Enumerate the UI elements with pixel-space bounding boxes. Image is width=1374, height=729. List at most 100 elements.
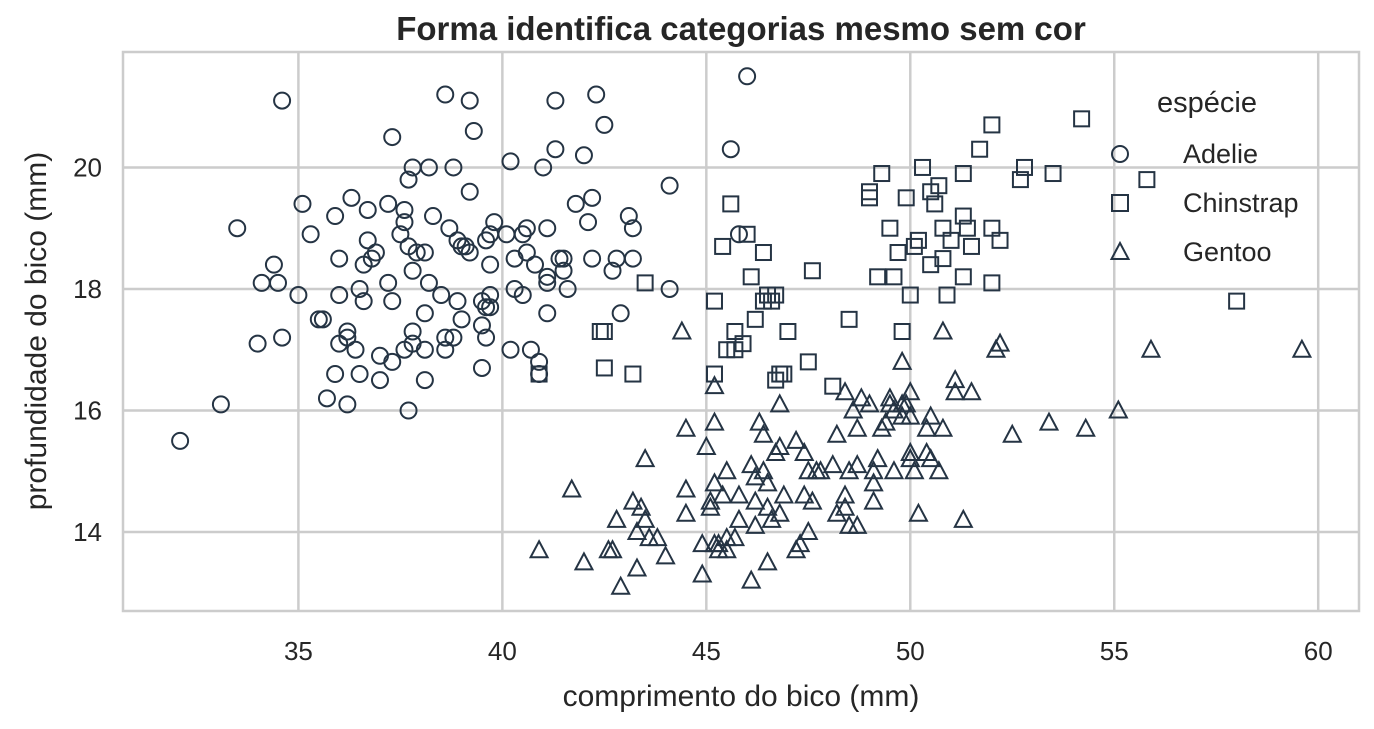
point-gentoo-triangle [1038, 411, 1060, 431]
point-adelie-circle [623, 219, 642, 238]
y-tick-label: 18 [73, 274, 102, 304]
point-adelie-circle [611, 304, 630, 323]
point-adelie-circle [338, 322, 357, 341]
point-adelie-circle [534, 158, 553, 177]
point-chinstrap-square [1073, 110, 1091, 128]
point-adelie-circle [370, 371, 389, 390]
point-adelie-circle [419, 158, 438, 177]
legend-triangle-marker [1109, 240, 1131, 260]
point-gentoo-triangle [953, 508, 974, 528]
point-gentoo-triangle [851, 387, 872, 407]
point-adelie-circle [391, 225, 410, 244]
point-gentoo-triangle [753, 460, 774, 480]
point-adelie-circle [436, 328, 455, 347]
point-gentoo-triangle [883, 460, 905, 480]
point-adelie-circle [317, 389, 336, 408]
point-adelie-circle [366, 243, 385, 262]
point-gentoo-triangle [675, 478, 697, 498]
point-gentoo-triangle [908, 502, 929, 522]
point-gentoo-triangle [904, 460, 925, 480]
point-adelie-circle [501, 340, 520, 359]
point-adelie-circle [583, 249, 602, 268]
point-adelie-circle [383, 352, 402, 371]
point-gentoo-triangle [863, 472, 884, 492]
point-adelie-circle [326, 365, 345, 384]
point-adelie-circle [460, 91, 479, 110]
point-adelie-circle [521, 340, 540, 359]
point-adelie-circle [517, 219, 536, 238]
point-chinstrap-square [595, 323, 613, 340]
point-chinstrap-square [901, 286, 919, 304]
point-gentoo-triangle [753, 423, 774, 443]
x-tick-label: 60 [1304, 636, 1333, 666]
point-chinstrap-square [754, 244, 772, 262]
point-gentoo-triangle [647, 526, 668, 547]
point-gentoo-triangle [716, 460, 737, 480]
point-adelie-circle [358, 231, 377, 250]
y-axis-ticks: 14 16 18 20 [73, 152, 102, 547]
point-gentoo-triangle [834, 381, 856, 401]
point-gentoo-triangle [834, 484, 856, 504]
point-gentoo-triangle [900, 405, 921, 425]
point-adelie-circle [326, 207, 345, 226]
point-adelie-circle [558, 279, 577, 298]
point-chinstrap-square [705, 292, 723, 310]
point-adelie-circle [342, 188, 361, 207]
point-adelie-circle [546, 140, 565, 159]
point-adelie-circle [444, 158, 463, 177]
point-adelie-circle [660, 176, 679, 195]
point-adelie-circle [574, 146, 593, 165]
point-gentoo-triangle [847, 514, 868, 534]
point-gentoo-triangle [794, 441, 815, 462]
point-gentoo-triangle [834, 496, 856, 516]
point-chinstrap-square [897, 189, 915, 207]
point-chinstrap-square [922, 256, 940, 274]
point-adelie-circle [424, 207, 443, 226]
point-gentoo-triangle [1291, 338, 1313, 358]
point-gentoo-triangle [896, 393, 917, 413]
point-gentoo-triangle [802, 490, 823, 510]
point-adelie-circle [464, 121, 483, 140]
point-adelie-circle [501, 152, 520, 171]
point-adelie-circle [338, 328, 357, 347]
point-adelie-circle [403, 322, 422, 341]
point-chinstrap-square [840, 310, 858, 328]
point-chinstrap-square [938, 286, 956, 304]
point-chinstrap-square [722, 195, 740, 213]
y-tick-label: 20 [73, 152, 102, 182]
point-adelie-circle [358, 200, 377, 219]
point-chinstrap-square [775, 365, 793, 383]
point-gentoo-triangle [900, 441, 921, 462]
point-gentoo-triangle [675, 417, 697, 437]
point-chinstrap-square [930, 177, 948, 195]
point-gentoo-triangle [630, 496, 652, 516]
point-gentoo-triangle [826, 502, 848, 522]
point-gentoo-triangle [769, 502, 790, 522]
point-adelie-circle [350, 365, 369, 384]
legend-label-adelie: Adelie [1183, 139, 1258, 169]
point-chinstrap-square [962, 237, 980, 255]
point-adelie-circle [269, 273, 288, 292]
point-gentoo-triangle [704, 472, 725, 492]
point-adelie-circle [436, 85, 455, 104]
point-gentoo-triangle [785, 429, 807, 449]
legend-entry-adelie: Adelie [1111, 139, 1258, 169]
y-tick-label: 16 [73, 395, 102, 425]
point-gentoo-triangle [757, 551, 778, 571]
point-adelie-circle [171, 431, 190, 450]
point-chinstrap-square [909, 231, 927, 249]
point-adelie-circle [264, 255, 283, 274]
point-gentoo-triangle [1075, 417, 1096, 437]
point-chinstrap-square [767, 286, 785, 304]
point-chinstrap-square [860, 183, 878, 201]
point-adelie-circle [554, 261, 573, 280]
point-gentoo-triangle [700, 496, 721, 516]
point-chinstrap-square [942, 231, 960, 249]
point-gentoo-triangle [728, 484, 750, 504]
point-adelie-circle [603, 261, 622, 280]
point-adelie-circle [289, 286, 308, 305]
legend-entry-chinstrap: Chinstrap [1111, 188, 1299, 218]
point-chinstrap-square [734, 335, 752, 353]
point-gentoo-triangle [822, 454, 843, 474]
